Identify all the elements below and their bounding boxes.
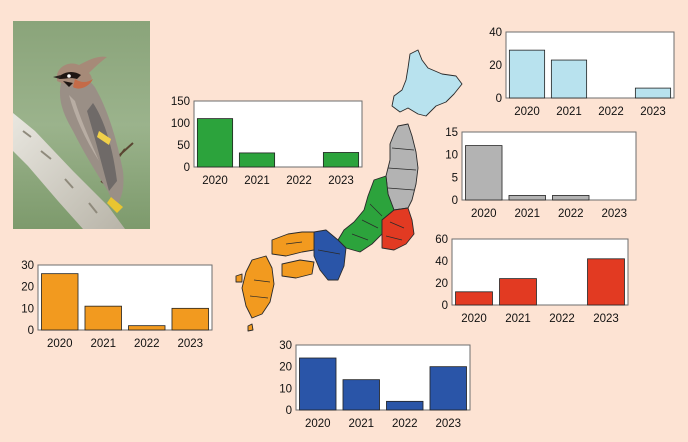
bar xyxy=(196,118,234,168)
y-tick-label: 20 xyxy=(435,278,448,290)
bar xyxy=(386,400,424,411)
y-tick-label: 0 xyxy=(184,162,190,174)
x-tick-label: 2023 xyxy=(435,418,461,430)
x-tick-label: 2021 xyxy=(244,175,270,187)
x-tick-label: 2021 xyxy=(90,338,116,350)
x-tick-label: 2021 xyxy=(556,106,582,118)
bar xyxy=(84,305,122,331)
chart-kinki: 0 10 20 30 2020 2021 2022 2023 xyxy=(279,340,471,430)
y-tick-label: 150 xyxy=(171,96,190,108)
y-tick-label: 0 xyxy=(452,195,458,207)
x-tick-label: 2023 xyxy=(593,313,619,325)
chart-tohoku: 0 5 10 15 2020 2021 2022 2023 xyxy=(445,127,637,220)
x-tick-label: 2020 xyxy=(305,418,331,430)
bar xyxy=(299,357,337,411)
chart-kanto: 0 20 40 60 2020 2021 2022 2023 xyxy=(435,234,629,325)
x-tick-label: 2022 xyxy=(598,106,624,118)
y-tick-label: 0 xyxy=(496,93,502,105)
bar xyxy=(455,291,493,306)
y-tick-label: 20 xyxy=(21,282,34,294)
bar xyxy=(552,195,590,201)
y-tick-label: 60 xyxy=(435,234,448,246)
x-tick-label: 2022 xyxy=(549,313,575,325)
x-tick-label: 2021 xyxy=(505,313,531,325)
x-tick-label: 2023 xyxy=(177,338,203,350)
bird-photo-icon xyxy=(13,21,150,229)
bar xyxy=(322,152,360,168)
bar xyxy=(508,195,546,201)
y-tick-label: 10 xyxy=(445,150,458,162)
y-tick-label: 5 xyxy=(452,172,458,184)
x-tick-label: 2022 xyxy=(392,418,418,430)
bar xyxy=(587,258,625,306)
x-tick-label: 2022 xyxy=(558,208,584,220)
x-tick-label: 2023 xyxy=(640,106,666,118)
x-tick-label: 2020 xyxy=(471,208,497,220)
chart-west: 0 10 20 30 2020 2021 2022 2023 xyxy=(21,260,213,350)
x-tick-label: 2022 xyxy=(134,338,160,350)
x-tick-label: 2022 xyxy=(286,175,312,187)
y-tick-label: 15 xyxy=(445,127,458,139)
y-tick-label: 20 xyxy=(279,362,292,374)
bar xyxy=(550,59,588,99)
bar xyxy=(429,366,467,411)
chart-chubu: 0 50 100 150 2020 2021 2022 2023 xyxy=(171,96,363,187)
y-tick-label: 40 xyxy=(489,27,502,39)
x-tick-label: 2020 xyxy=(514,106,540,118)
bar xyxy=(41,273,79,331)
x-tick-label: 2023 xyxy=(328,175,354,187)
x-tick-label: 2021 xyxy=(348,418,374,430)
y-tick-label: 20 xyxy=(489,60,502,72)
y-tick-label: 100 xyxy=(171,118,190,130)
bar xyxy=(634,87,672,99)
bar xyxy=(508,49,546,99)
bar xyxy=(238,152,276,168)
y-tick-label: 0 xyxy=(28,325,34,337)
y-tick-label: 10 xyxy=(21,303,34,315)
x-tick-label: 2020 xyxy=(202,175,228,187)
bar xyxy=(342,379,380,411)
y-tick-label: 30 xyxy=(21,260,34,272)
japan-map-icon xyxy=(222,44,472,334)
y-tick-label: 10 xyxy=(279,383,292,395)
bar xyxy=(171,307,209,331)
y-tick-label: 40 xyxy=(435,256,448,268)
y-tick-label: 0 xyxy=(442,300,448,312)
y-tick-label: 50 xyxy=(177,140,190,152)
x-tick-label: 2020 xyxy=(461,313,487,325)
y-tick-label: 0 xyxy=(286,405,292,417)
bar xyxy=(465,145,503,201)
bar xyxy=(499,278,537,306)
x-tick-label: 2023 xyxy=(601,208,627,220)
x-tick-label: 2020 xyxy=(47,338,73,350)
x-tick-label: 2021 xyxy=(514,208,540,220)
bar xyxy=(128,325,166,331)
y-tick-label: 30 xyxy=(279,340,292,352)
chart-hokkaido: 0 20 40 2020 2021 2022 2023 xyxy=(489,27,675,118)
